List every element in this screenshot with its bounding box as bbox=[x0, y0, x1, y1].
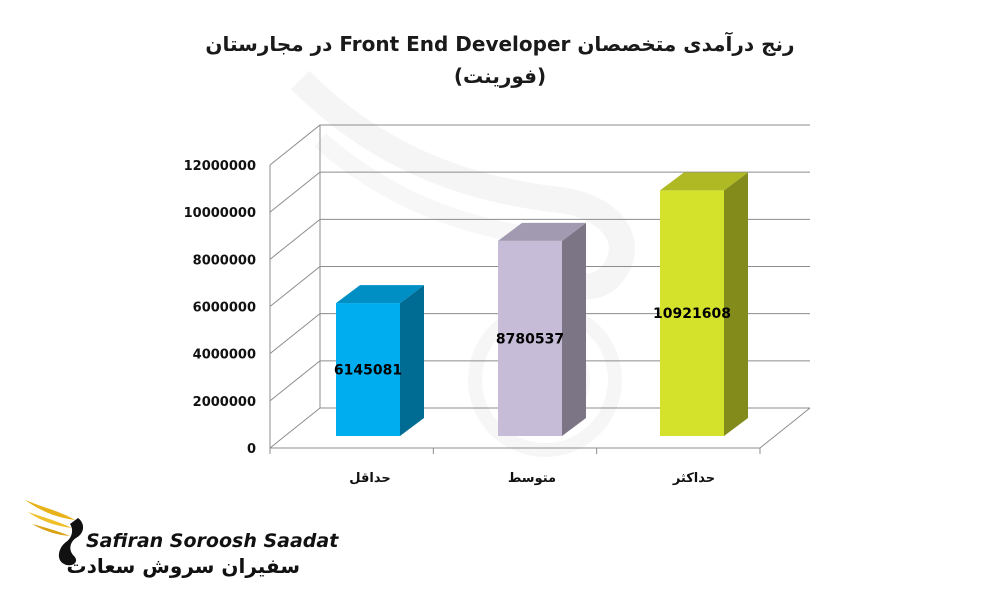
bar bbox=[660, 172, 748, 437]
x-category-label: حداکثر bbox=[672, 471, 715, 486]
gridline bbox=[269, 407, 810, 449]
bar-top-face bbox=[660, 172, 748, 191]
gridline bbox=[269, 360, 810, 402]
logo-text-fa: سفیران سروش سعادت bbox=[66, 554, 301, 578]
grid-layer bbox=[269, 124, 810, 449]
bar-side-face bbox=[400, 285, 424, 436]
bar-top-face bbox=[498, 222, 586, 241]
x-category-label: حداقل bbox=[349, 471, 390, 486]
y-tick-label: 6000000 bbox=[193, 301, 256, 316]
x-category-label: متوسط bbox=[508, 471, 556, 486]
bar-front-face bbox=[498, 240, 562, 436]
chart-title: رنج درآمدی متخصصان Front End Developer د… bbox=[0, 28, 1000, 92]
floor-right-edge bbox=[759, 407, 811, 449]
bar-front-face bbox=[660, 190, 724, 436]
gridline bbox=[269, 266, 810, 307]
bird-logo-icon bbox=[25, 500, 84, 566]
bar-value-label: 8780537 bbox=[496, 331, 564, 347]
y-tick-label: 8000000 bbox=[193, 253, 256, 268]
y-tick-label: 12000000 bbox=[184, 159, 256, 174]
y-tick-label: 4000000 bbox=[193, 348, 256, 363]
gridline bbox=[269, 171, 810, 213]
bar bbox=[498, 222, 586, 436]
gridline bbox=[269, 218, 810, 260]
labels-layer: 0 2000000 4000000 6000000 8000000 10000000 120… bbox=[184, 159, 731, 486]
bar-side-face bbox=[724, 172, 748, 437]
bar-value-label: 6145081 bbox=[334, 363, 402, 379]
y-tick-label: 0 bbox=[247, 442, 256, 457]
bars-layer bbox=[336, 172, 748, 437]
chart-title-line2: (فورینت) bbox=[453, 64, 547, 88]
bar-side-face bbox=[562, 222, 586, 436]
y-tick-label: 10000000 bbox=[184, 206, 256, 221]
bar-value-label: 10921608 bbox=[653, 306, 731, 322]
bar-top-face bbox=[336, 285, 424, 304]
gridline bbox=[269, 124, 810, 166]
company-logo: Safiran Soroosh Saadat سفیران سروش سعادت bbox=[20, 490, 338, 585]
bar-front-face bbox=[336, 303, 400, 436]
axis-layer bbox=[269, 165, 811, 454]
y-tick-label: 2000000 bbox=[193, 395, 256, 410]
chart-title-line1: رنج درآمدی متخصصان Front End Developer د… bbox=[205, 32, 795, 56]
bar bbox=[336, 285, 424, 436]
logo-text-en: Safiran Soroosh Saadat bbox=[86, 530, 339, 552]
gridline bbox=[269, 313, 810, 355]
